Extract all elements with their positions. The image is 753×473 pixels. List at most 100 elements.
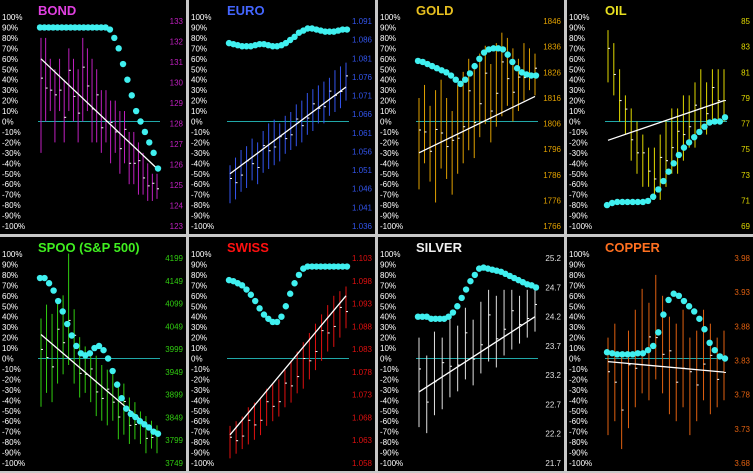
baby-blue-dot — [137, 118, 144, 125]
pct-tick-label: -10% — [2, 365, 21, 374]
price-tick-label: 129 — [170, 99, 184, 108]
trend-line — [418, 95, 536, 154]
baby-blue-dot — [639, 350, 647, 357]
baby-blue-dot — [614, 351, 621, 358]
price-tick-label: 22.2 — [545, 430, 561, 439]
baby-blue-dot — [603, 349, 611, 356]
pct-tick-label: -40% — [2, 159, 21, 168]
baby-blue-dot — [619, 351, 626, 358]
price-tick-label: 3849 — [165, 413, 183, 422]
pct-tick-label: 50% — [569, 65, 585, 74]
baby-blue-dot — [629, 198, 636, 206]
price-tick-label: 127 — [170, 140, 184, 149]
pct-tick-label: -80% — [380, 438, 399, 447]
pct-tick-label: 20% — [569, 97, 585, 106]
pct-tick-label: -100% — [380, 222, 403, 231]
baby-blue-dot — [449, 309, 457, 316]
baby-blue-dot — [243, 286, 250, 293]
pct-tick-label: -30% — [380, 386, 399, 395]
baby-blue-dot — [467, 277, 474, 285]
pct-tick-label: 60% — [569, 55, 585, 64]
baby-blue-dot — [504, 51, 511, 58]
pct-tick-label: -10% — [569, 365, 588, 374]
pct-tick-label: -70% — [569, 191, 588, 200]
pct-tick-label: 10% — [2, 107, 18, 116]
baby-blue-dot — [256, 305, 263, 312]
baby-blue-dot — [238, 282, 246, 289]
chart-svg: 100%90% 80%70% 60%50% 40%30% 20%10% 0%-10%-20… — [569, 250, 751, 468]
price-tick-label: 1796 — [543, 145, 561, 154]
pct-tick-label: 40% — [191, 313, 207, 322]
baby-blue-dot — [154, 165, 162, 172]
baby-blue-dot — [670, 290, 677, 297]
baby-blue-dot — [480, 49, 488, 56]
pct-tick-label: -60% — [191, 417, 210, 426]
pct-tick-label: 80% — [191, 34, 207, 43]
pct-tick-label: 100% — [569, 13, 589, 22]
pct-tick-label: -60% — [380, 417, 399, 426]
pct-tick-label: -50% — [2, 170, 21, 179]
baby-blue-dot — [247, 291, 255, 298]
price-tick-label: 3.83 — [734, 357, 750, 366]
baby-blue-dot — [639, 198, 647, 206]
baby-blue-dot — [452, 76, 459, 83]
pct-tick-label: 100% — [191, 13, 211, 22]
pct-tick-label: -30% — [191, 149, 210, 158]
price-tick-label: 1.066 — [352, 110, 373, 119]
price-tick-label: 1.103 — [352, 254, 373, 263]
panel-title: BOND — [38, 3, 77, 18]
baby-blue-dot — [670, 160, 677, 167]
pct-tick-label: -20% — [2, 375, 21, 384]
baby-blue-dot — [471, 271, 479, 279]
pct-tick-label: 20% — [380, 97, 396, 106]
baby-blue-dot — [716, 353, 724, 360]
pct-tick-label: -50% — [569, 170, 588, 179]
baby-blue-dot — [273, 318, 281, 326]
pct-tick-label: 70% — [380, 281, 396, 290]
baby-blue-dot — [649, 342, 657, 350]
pct-tick-label: 50% — [569, 302, 585, 311]
baby-blue-dot — [111, 34, 118, 42]
baby-blue-dot — [624, 198, 631, 206]
baby-blue-dot — [145, 424, 153, 431]
pct-tick-label: 60% — [380, 55, 396, 64]
baby-blue-dot — [614, 198, 621, 206]
pct-tick-label: -100% — [569, 222, 592, 231]
trend-line — [607, 99, 725, 141]
panel-title: GOLD — [416, 3, 454, 18]
pct-tick-label: 70% — [2, 44, 18, 53]
pct-tick-label: 50% — [380, 65, 396, 74]
baby-blue-dot — [644, 197, 652, 205]
pct-tick-label: -80% — [2, 438, 21, 447]
pct-tick-label: 0% — [569, 355, 581, 364]
baby-blue-dot — [634, 198, 641, 206]
baby-blue-dot — [132, 107, 140, 115]
pct-tick-label: 30% — [569, 86, 585, 95]
pct-tick-label: 40% — [2, 313, 18, 322]
price-tick-label: 1.041 — [352, 203, 373, 212]
chart-panel-1: 100% 90% 80% 70% 60% 50% 40% 30% 20% 10% 0% -10% -20… — [189, 0, 375, 234]
baby-blue-dot — [721, 355, 729, 362]
chart-panel-5: 100% 90% 80% 70% 60% 50% 40% 30% 20% 10% 0% -10% -20… — [189, 237, 375, 471]
pct-tick-label: -30% — [380, 149, 399, 158]
chart-panel-6: 100% 90% 80% 70% 60% 50% 40% 30% 20% 10% 0% -10% -20… — [378, 237, 564, 471]
pct-tick-label: 80% — [380, 34, 396, 43]
baby-blue-dot — [603, 201, 611, 209]
pct-tick-label: -100% — [2, 459, 25, 468]
price-tick-label: 1.078 — [352, 368, 373, 377]
baby-blue-dot — [113, 381, 121, 388]
baby-blue-dot — [128, 92, 135, 99]
price-tick-label: 1.088 — [352, 322, 373, 331]
baby-blue-dot — [95, 342, 103, 350]
pct-tick-label: -70% — [191, 191, 210, 200]
baby-blue-dot — [45, 280, 53, 287]
baby-blue-dot — [706, 339, 713, 347]
baby-blue-dot — [124, 76, 131, 83]
pct-tick-label: 100% — [380, 13, 400, 22]
pct-tick-label: -80% — [2, 201, 21, 210]
pct-tick-label: 90% — [2, 23, 18, 32]
price-tick-label: 126 — [170, 161, 184, 170]
price-tick-label: 71 — [741, 196, 750, 205]
pct-tick-label: 90% — [380, 260, 396, 269]
baby-blue-dot — [691, 133, 698, 141]
